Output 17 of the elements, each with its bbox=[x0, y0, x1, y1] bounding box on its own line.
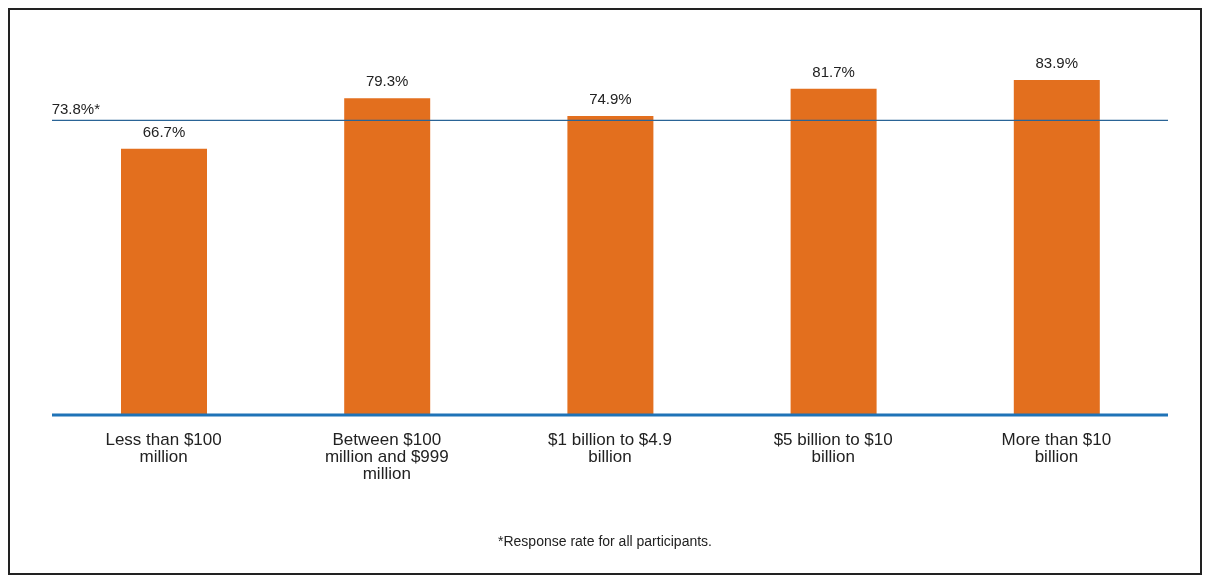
x-tick-label: Less than $100 million bbox=[105, 430, 222, 467]
data-label: 81.7% bbox=[812, 62, 855, 80]
x-tick-label: $5 billion to $10 billion bbox=[773, 430, 893, 467]
bar bbox=[567, 115, 654, 415]
bar bbox=[790, 88, 877, 415]
ref-line-label: 73.8%* bbox=[51, 100, 101, 118]
x-tick-label: Between $100 million and $999 million bbox=[324, 430, 449, 484]
text: *Response rate for all participants. bbox=[497, 533, 713, 549]
data-label: 66.7% bbox=[142, 122, 186, 140]
x-tick-label: More than $10 billion bbox=[1001, 430, 1112, 467]
data-label: 79.3% bbox=[365, 72, 409, 90]
data-label: 83.9% bbox=[1035, 54, 1079, 71]
bar bbox=[344, 98, 431, 415]
x-tick-label: $1 billion to $4.9 billion bbox=[548, 430, 672, 467]
data-label: 74.9% bbox=[589, 89, 632, 107]
bar bbox=[1013, 80, 1100, 415]
bar bbox=[121, 148, 207, 415]
